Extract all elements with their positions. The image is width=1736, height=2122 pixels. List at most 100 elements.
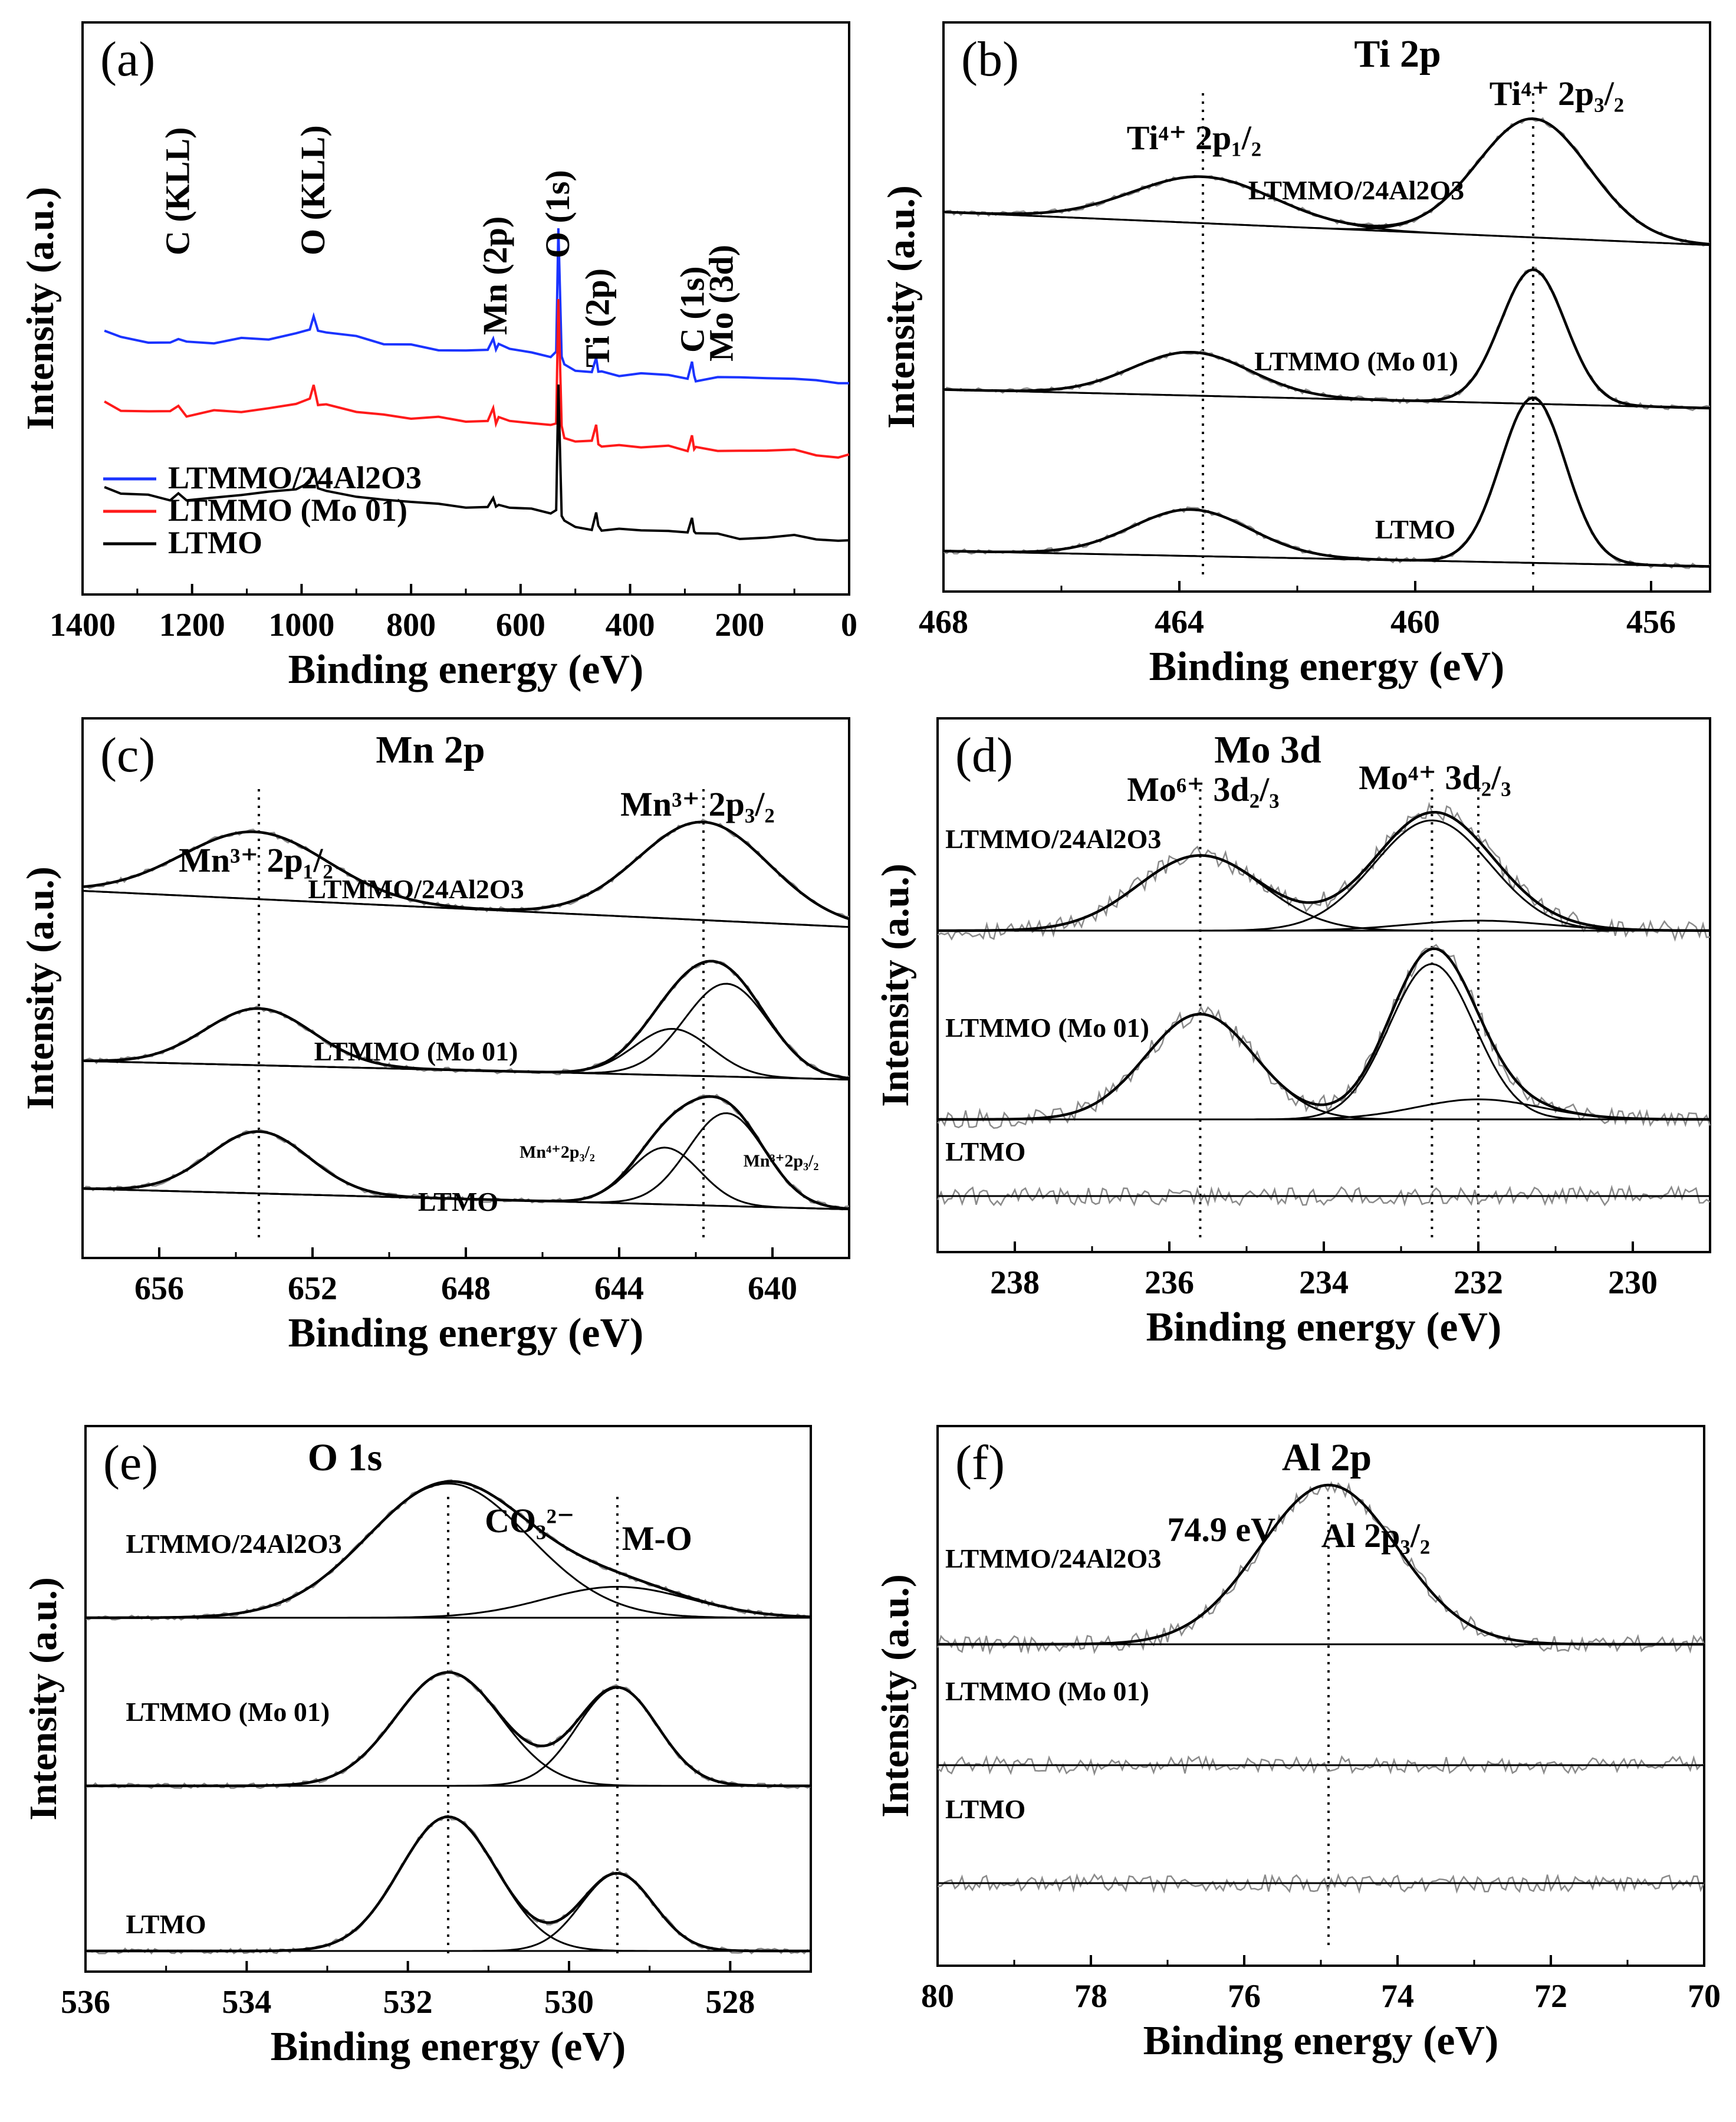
peak-annotation: Mo⁶⁺ 3d₂/₃ <box>1127 770 1279 809</box>
x-axis-label: Binding energy (eV) <box>271 2024 626 2070</box>
series-label: LTMMO/24Al2O3 <box>1248 175 1464 205</box>
peak-label: O (KLL) <box>294 125 332 255</box>
x-tick-label: 232 <box>1454 1264 1503 1301</box>
x-tick-label: 600 <box>496 607 545 643</box>
x-tick-label: 528 <box>705 1984 755 2021</box>
peak-annotation: CO₃²⁻ <box>485 1502 574 1540</box>
series-label: LTMMO/24Al2O3 <box>945 824 1161 854</box>
x-tick-label: 236 <box>1145 1264 1194 1301</box>
peak-annotation: M-O <box>622 1519 692 1558</box>
panel-title: Al 2p <box>1282 1436 1372 1479</box>
survey-line-ltmmo-mo-01- <box>104 298 850 459</box>
fit-envelope <box>86 1671 811 1788</box>
panel-label: (e) <box>103 1436 158 1490</box>
fit-envelope <box>938 810 1710 932</box>
panel-label: (c) <box>100 728 155 783</box>
peak-annotation: Mn⁴⁺2p₃/₂ <box>520 1142 595 1162</box>
series-label: LTMO <box>1375 514 1455 544</box>
y-axis-label: Intensity (a.u.) <box>874 1574 917 1818</box>
panel-d: 238 236 234 232 230 Binding energy (eV) Intens… <box>874 717 1711 1350</box>
legend-entry: LTMMO/24Al2O3 <box>168 460 422 495</box>
y-axis-label: Intensity (a.u.) <box>22 1577 65 1821</box>
peak-annotation: Ti⁴⁺ 2p₁/₂ <box>1127 119 1261 157</box>
series-label: LTMO <box>418 1187 498 1217</box>
peak-annotation: Mn³⁺2p₃/₂ <box>744 1151 819 1171</box>
x-tick-label: 640 <box>748 1270 797 1307</box>
x-tick-label: 400 <box>606 607 655 643</box>
x-tick-label: 656 <box>134 1270 184 1307</box>
series-label: LTMMO (Mo 01) <box>945 1013 1149 1043</box>
x-tick-label: 652 <box>288 1270 337 1307</box>
x-tick-label: 234 <box>1299 1264 1349 1301</box>
x-tick-label: 80 <box>921 1978 954 2015</box>
fit-envelope <box>943 396 1711 568</box>
peak-label: C (1s) <box>673 266 711 353</box>
x-tick-label: 1000 <box>268 607 334 643</box>
y-axis-label: Intensity (a.u.) <box>19 187 62 431</box>
x-axis-label: Binding energy (eV) <box>288 647 644 692</box>
x-tick-label: 460 <box>1390 604 1440 640</box>
fit-envelope <box>86 1815 811 1953</box>
x-tick-label: 78 <box>1074 1978 1107 2015</box>
peak-annotation: 74.9 eV <box>1167 1510 1275 1549</box>
x-tick-label: 74 <box>1381 1978 1414 2015</box>
panel-label: (b) <box>961 32 1019 87</box>
x-tick-label: 800 <box>386 607 436 643</box>
x-tick-label: 648 <box>441 1270 491 1307</box>
peak-label: Ti (2p) <box>578 268 617 367</box>
peak-label: C (KLL) <box>159 127 197 256</box>
panel-title: Mn 2p <box>376 728 485 771</box>
x-axis-label: Binding energy (eV) <box>1143 2018 1499 2064</box>
panel-title: O 1s <box>308 1436 383 1479</box>
y-axis-label: Intensity (a.u.) <box>874 863 917 1107</box>
panel-e: 536 534 532 530 528 Binding energy (eV) Intens… <box>22 1425 812 2070</box>
x-tick-label: 76 <box>1228 1978 1261 2015</box>
peak-annotation: Mo⁴⁺ 3d₂/₃ <box>1359 758 1511 797</box>
fit-envelope <box>86 1480 811 1620</box>
peak-label: O (1s) <box>538 170 577 258</box>
peak-annotation: Mn³⁺ 2p₁/₂ <box>179 841 333 879</box>
x-tick-label: 532 <box>383 1984 433 2021</box>
x-tick-label: 72 <box>1534 1978 1567 2015</box>
x-tick-label: 536 <box>61 1984 110 2021</box>
legend-entry: LTMO <box>168 525 262 560</box>
series-label: LTMMO (Mo 01) <box>1254 346 1458 376</box>
panel-a: 1400 1200 1000 800 600 400 200 0 Binding energy … <box>19 21 857 692</box>
series-label: LTMO <box>945 1794 1025 1824</box>
x-tick-label: 534 <box>222 1984 271 2021</box>
series-label: LTMMO (Mo 01) <box>314 1036 518 1066</box>
panel-title: Mo 3d <box>1214 728 1321 771</box>
x-axis-label: Binding energy (eV) <box>1146 1305 1502 1350</box>
series-label: LTMMO (Mo 01) <box>126 1697 330 1727</box>
series-label: LTMO <box>126 1909 206 1939</box>
panel-c: 656 652 648 644 640 Binding energy (eV) Intens… <box>19 717 850 1356</box>
x-tick-label: 530 <box>544 1984 594 2021</box>
x-tick-label: 230 <box>1608 1264 1658 1301</box>
panel-label: (f) <box>955 1436 1005 1490</box>
plot-frame-b <box>942 21 1711 593</box>
x-tick-label: 200 <box>715 607 764 643</box>
fit-envelope <box>943 268 1711 410</box>
series-label: LTMMO/24Al2O3 <box>945 1543 1161 1574</box>
x-tick-label: 464 <box>1155 604 1204 640</box>
panel-b: 468 464 460 456 Binding energy (eV) Intensity… <box>880 21 1711 689</box>
x-axis-label: Binding energy (eV) <box>288 1310 644 1356</box>
survey-line-ltmo <box>104 384 850 542</box>
x-tick-label: 0 <box>841 607 857 643</box>
x-tick-label: 468 <box>919 604 968 640</box>
series-label: LTMMO/24Al2O3 <box>126 1529 341 1559</box>
y-axis-label: Intensity (a.u.) <box>880 185 923 429</box>
fit-component-peak <box>86 1586 811 1619</box>
x-tick-label: 456 <box>1626 604 1676 640</box>
series-label: LTMO <box>945 1136 1025 1167</box>
fit-envelope <box>943 117 1711 246</box>
legend-entry: LTMMO (Mo 01) <box>168 492 407 528</box>
series-label: LTMMO (Mo 01) <box>945 1676 1149 1706</box>
peak-label: Mn (2p) <box>476 216 514 335</box>
x-tick-label: 70 <box>1688 1978 1721 2015</box>
fit-envelope <box>938 1483 1704 1646</box>
peak-label: Mo (3d) <box>702 245 741 362</box>
peak-annotation: Ti⁴⁺ 2p₃/₂ <box>1490 74 1624 113</box>
panel-title: Ti 2p <box>1354 32 1441 75</box>
